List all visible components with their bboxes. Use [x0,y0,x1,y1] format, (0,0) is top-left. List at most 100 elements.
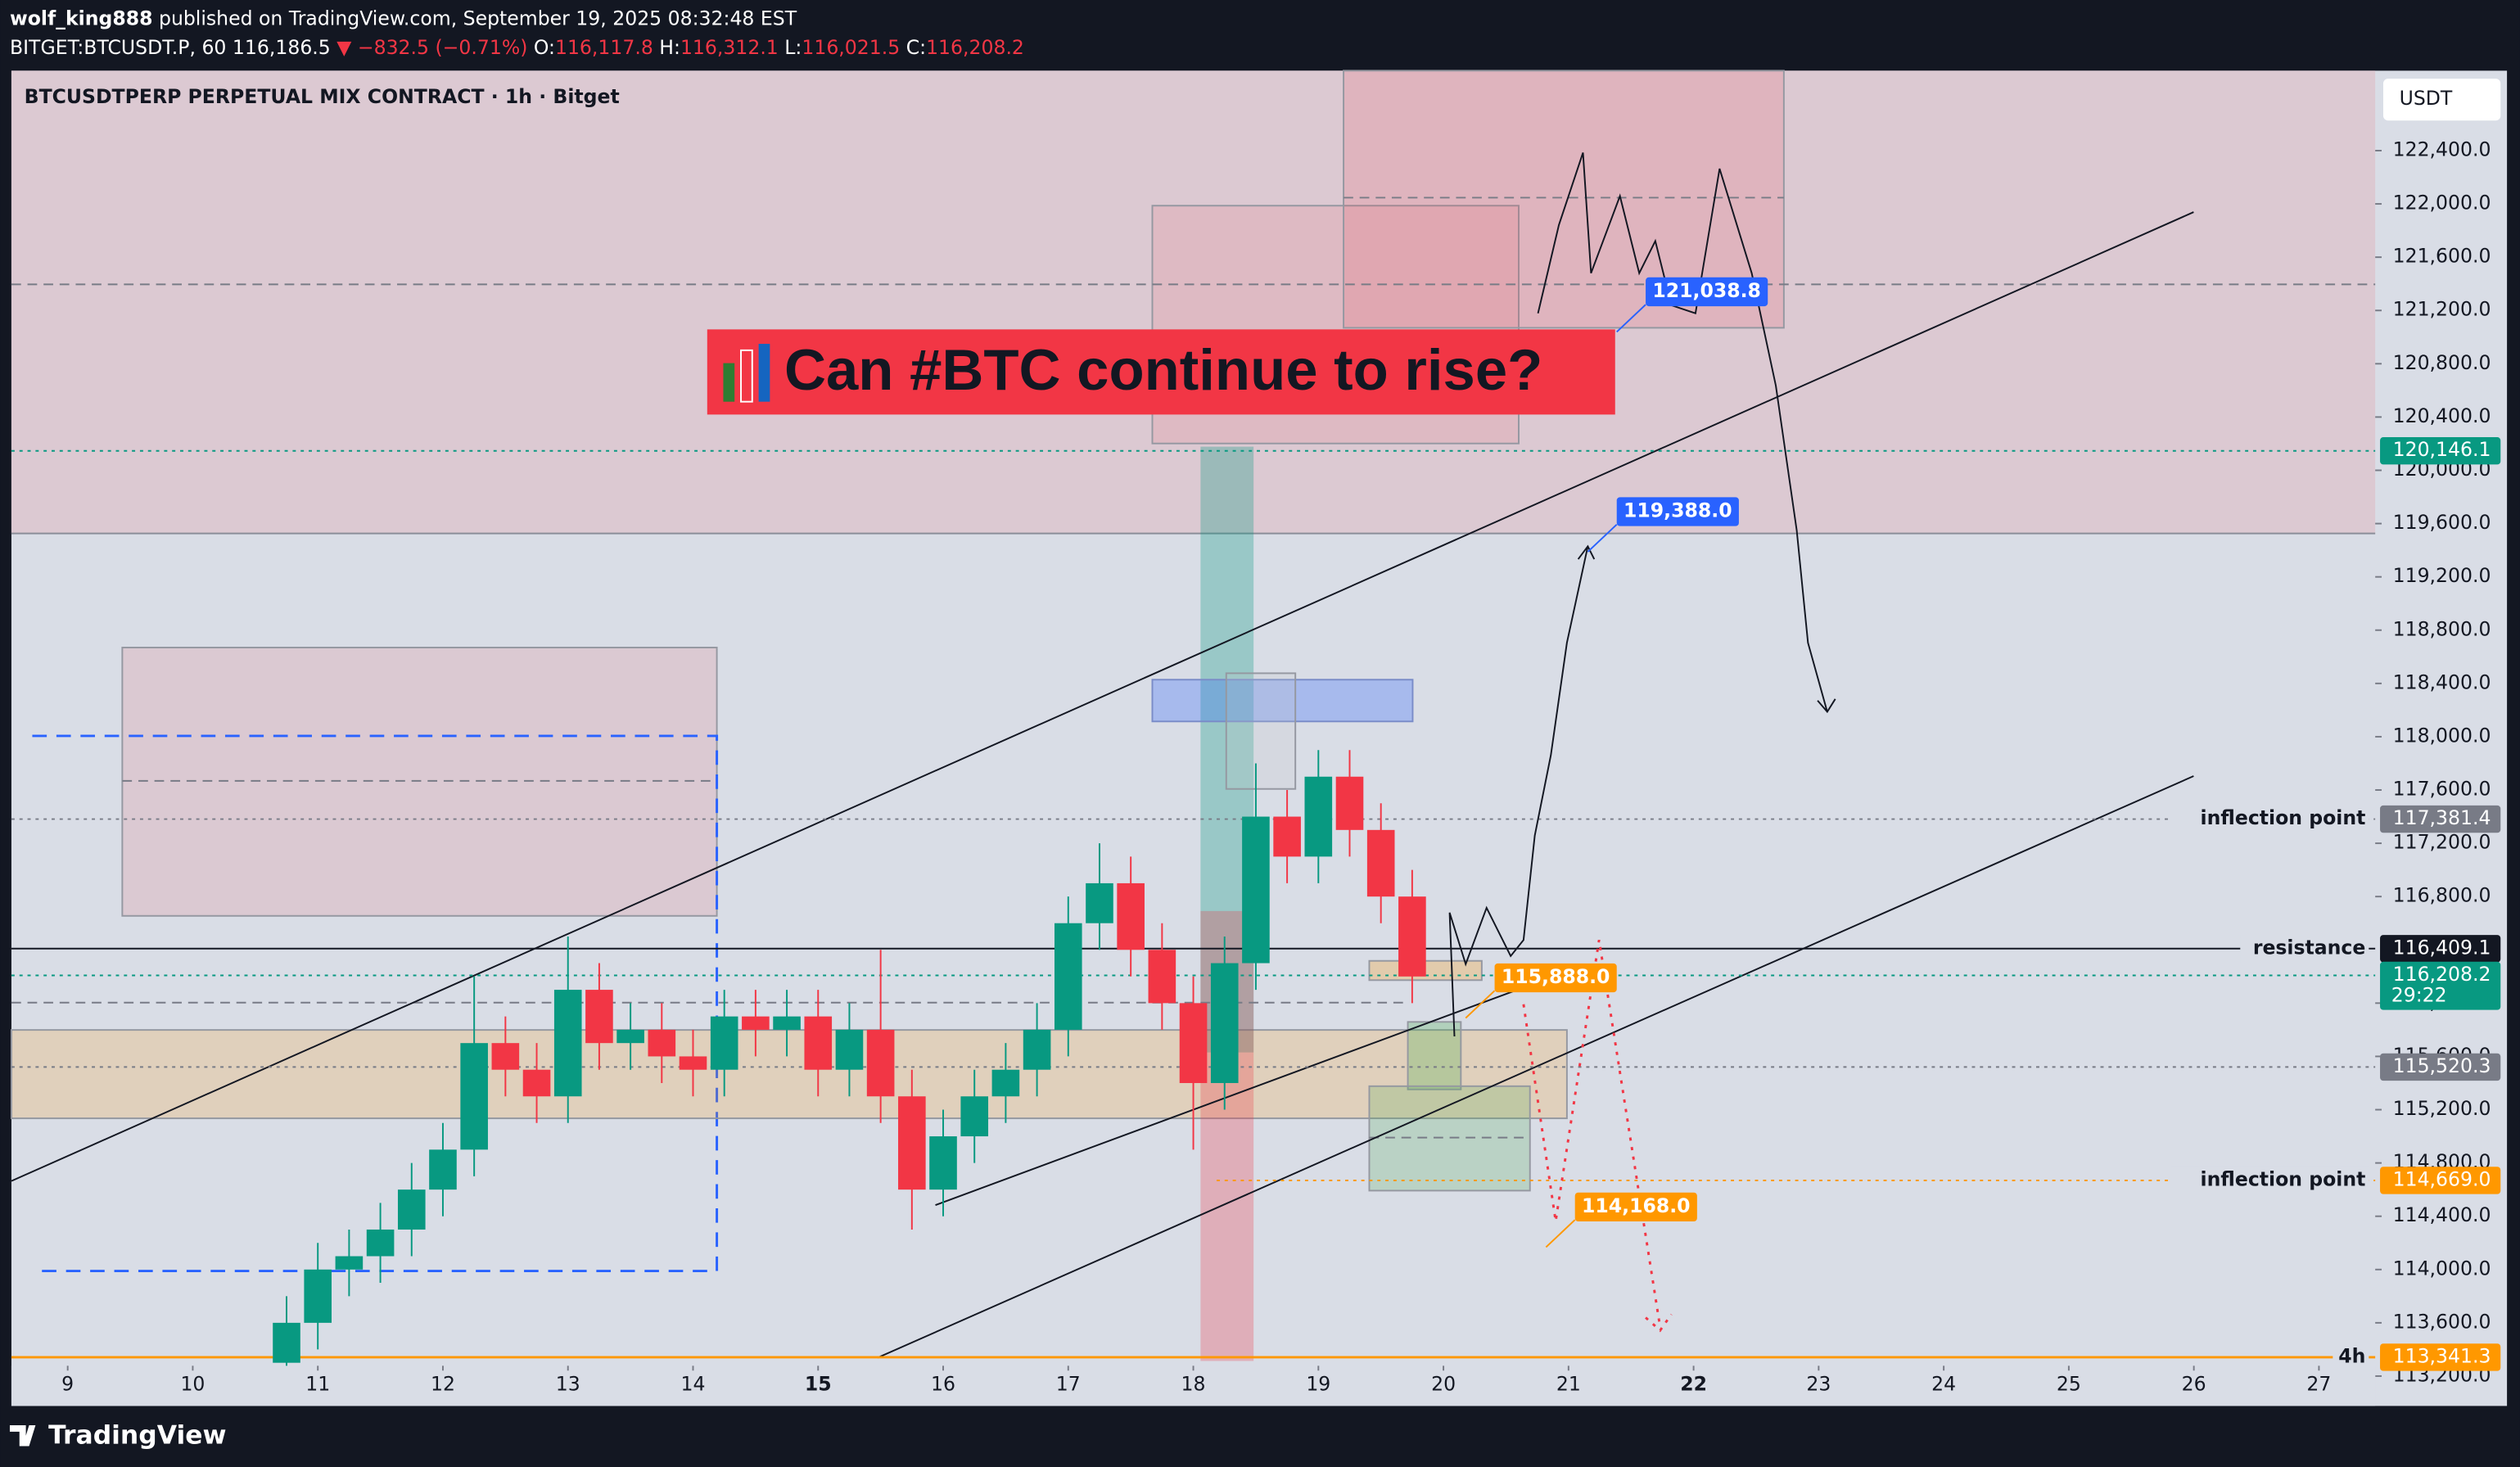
candle-body [460,1043,488,1150]
y-tick-label: 114,400.0 [2393,1203,2491,1226]
candle-body [1398,896,1426,977]
level-text: inflection point [2201,1167,2366,1190]
currency-button[interactable] [2382,79,2501,121]
demand-zone [10,1029,1568,1120]
currency: USDT [2400,87,2453,110]
x-tick-label: 16 [931,1372,955,1395]
price-tag [2380,1167,2501,1194]
banner: Can #BTC continue to rise? [784,337,1542,402]
price-tag [2380,935,2501,963]
ohlc-key: O: [534,35,555,58]
price-tag-timer: 29:22 [2391,983,2447,1006]
callout-label: 119,388.0 [1624,499,1732,522]
price-tag-label: 120,146.1 [2393,438,2491,461]
x-tick-label: 24 [1931,1372,1956,1395]
candle-body [335,1256,364,1270]
y-tick-label: 116,800.0 [2393,884,2491,907]
x-tick-label: 14 [681,1372,706,1395]
candle-body [553,990,582,1097]
candle-body [773,1016,801,1030]
price-tag-label: 116,208.2 [2393,963,2491,986]
box [1225,672,1297,790]
x-tick-label: 22 [1680,1372,1707,1395]
candle-body [304,1269,332,1323]
candle-body [804,1016,833,1070]
change: ▼ −832.5 (−0.71%) [336,35,527,58]
y-tick-label: 117,200.0 [2393,831,2491,854]
ohlc-value: 116,021.5 [802,35,900,58]
candle-body [960,1096,989,1137]
y-tick-label: 122,000.0 [2393,192,2491,214]
published: published on TradingView.com, September … [159,7,797,29]
icon [740,349,753,403]
x-tick-label: 20 [1431,1372,1456,1395]
candle-body [1273,816,1301,857]
x-tick-label: 13 [556,1372,580,1395]
candle-body [1117,882,1145,950]
callout-pointer [1465,990,1496,1019]
callouts: 121,038.8 119,388.0 115,888.0 114,168.0 [1465,277,1768,1248]
candle-body [491,1043,520,1070]
x-tick-label: 26 [2182,1372,2206,1395]
y-tick-label: 113,600.0 [2393,1310,2491,1333]
candle-body [522,1069,551,1097]
x-tick-label: 19 [1306,1372,1330,1395]
projection-up [1448,544,1596,1037]
callout-label: 115,888.0 [1502,965,1610,988]
logo [9,1424,36,1447]
callout-bg [1616,497,1739,526]
candle-body [1304,776,1333,857]
level-text: resistance [2253,936,2366,959]
y-tick-label: 119,600.0 [2393,511,2491,534]
x-tick-label: 10 [180,1372,205,1395]
ohlc-key: L: [784,35,802,58]
callout-pointer [1616,304,1646,333]
ohlc-value: 116,312.1 [680,35,779,58]
ohlc-value: 116,208.2 [926,35,1024,58]
candle-body [929,1136,957,1190]
y-tick-label: 118,400.0 [2393,670,2491,693]
price-tag-label: 114,669.0 [2393,1167,2491,1190]
candle-body [429,1149,457,1190]
candle-body [1366,829,1395,897]
candle-body [273,1322,300,1363]
price-tag-label: 117,381.4 [2393,806,2491,829]
callout-pointer [1545,1219,1576,1248]
ohlc-key: C: [906,35,926,58]
brand: TradingView [48,1421,226,1451]
candle-body [898,1096,926,1190]
candle-body [1023,1029,1051,1070]
price-tag [2380,805,2501,833]
candle-body [585,990,613,1044]
candle-body [866,1029,895,1097]
channel-upper [11,211,2194,1182]
level-text: inflection point [2201,806,2366,829]
box [1151,679,1414,723]
callout-pointer [1587,523,1618,553]
level-text-bg [2170,1166,2369,1195]
y-tick-label: 118,000.0 [2393,724,2491,747]
trendline [935,982,1535,1206]
icon [758,344,770,402]
candle-body [1086,882,1113,923]
x-tick-label: 18 [1181,1372,1206,1395]
level-text-bg [2240,934,2369,964]
candle-body [1242,816,1270,964]
price-tag [2380,961,2501,1010]
y-tick-label: 121,200.0 [2393,298,2491,321]
x-tick-label: 11 [305,1372,330,1395]
y-tick-label: 122,400.0 [2393,138,2491,160]
y-tick-label: 120,400.0 [2393,404,2491,427]
x-axis: 9 10 11 12 13 14 15 16 17 18 19 20 21 22 23 24 25 26 27 [11,1365,2376,1406]
callout-bg [1574,1192,1697,1222]
y-tick-label: 117,600.0 [2393,778,2491,801]
candle-body [1148,950,1176,1004]
y-tick-label: 115,200.0 [2393,1097,2491,1120]
box [1407,1021,1462,1090]
price-tag-label: 115,520.3 [2393,1054,2491,1077]
candle-body [835,1029,864,1070]
banner-bg [707,329,1615,415]
candle-body [991,1069,1020,1097]
x-tick-label: 12 [431,1372,455,1395]
